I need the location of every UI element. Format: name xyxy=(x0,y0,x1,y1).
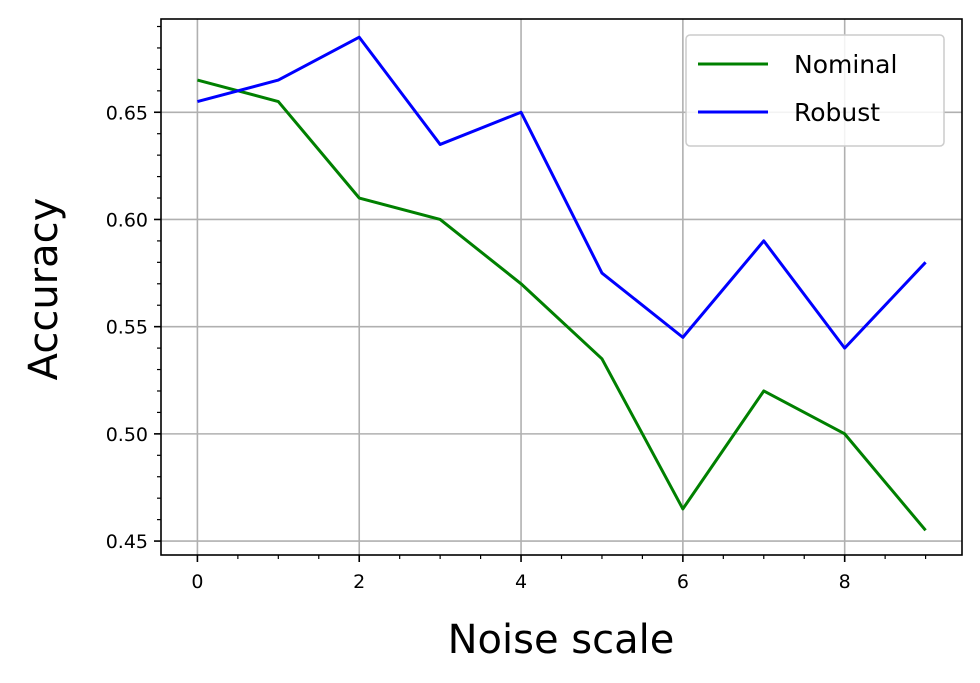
y-tick-label: 0.60 xyxy=(106,209,148,231)
legend-label: Nominal xyxy=(794,50,897,79)
series-line-robust xyxy=(197,35,927,350)
y-axis-title: Accuracy xyxy=(21,198,67,381)
y-tick-label: 0.50 xyxy=(106,424,148,446)
x-axis-title: Noise scale xyxy=(448,617,675,663)
axis-ticks xyxy=(154,25,927,562)
x-tick-label: 6 xyxy=(677,571,689,593)
x-tick-label: 0 xyxy=(191,571,203,593)
series-lines xyxy=(197,35,927,532)
tick-labels: 0 2 4 6 8 0.45 0.50 0.55 0.60 0.65 xyxy=(106,102,851,593)
legend-label: Robust xyxy=(794,98,880,127)
y-tick-label: 0.55 xyxy=(106,317,148,339)
y-tick-label: 0.45 xyxy=(106,531,148,553)
y-tick-label: 0.65 xyxy=(106,102,148,124)
x-tick-label: 2 xyxy=(353,571,365,593)
legend: Nominal Robust xyxy=(685,34,945,147)
x-tick-label: 8 xyxy=(839,571,851,593)
x-tick-label: 4 xyxy=(515,571,527,593)
series-line-nominal xyxy=(197,78,927,532)
